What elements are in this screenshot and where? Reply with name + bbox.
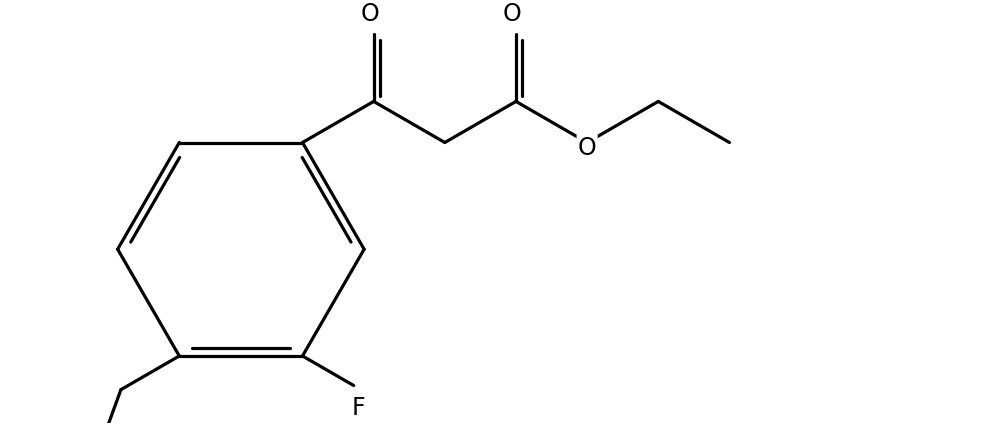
Text: O: O <box>578 136 597 160</box>
Text: O: O <box>502 2 521 26</box>
Text: O: O <box>360 2 379 26</box>
Text: F: F <box>352 395 365 419</box>
